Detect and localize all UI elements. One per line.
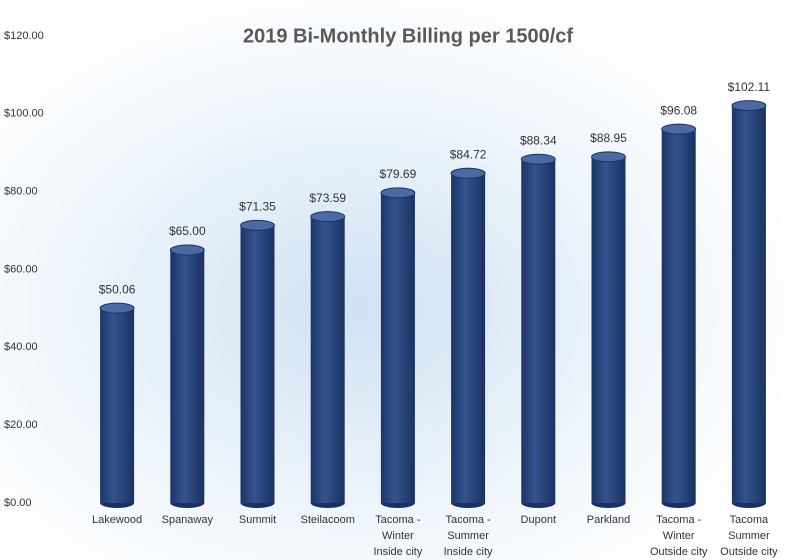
x-tick-label: Outside city [720,546,778,558]
bar-top [311,212,345,222]
x-tick-label: Summer [728,530,770,542]
x-tick-label: Inside city [444,546,493,558]
bar-top [100,303,134,313]
bar [732,106,766,503]
value-label: $79.69 [380,167,417,181]
bar-top [521,154,555,164]
x-tick-label: Tacoma - [445,514,491,526]
x-tick-label: Dupont [521,514,556,526]
x-tick-label: Summit [239,514,276,526]
y-tick-label: $120.00 [4,30,44,42]
y-tick-label: $80.00 [4,186,38,198]
chart: 2019 Bi-Monthly Billing per 1500/cf $0.0… [0,0,786,560]
bar-top [662,124,696,134]
x-tick-label: Steilacoom [300,514,354,526]
bar [592,157,626,503]
bar [381,193,415,503]
x-tick-label: Tacoma [730,514,769,526]
bar-top [381,188,415,198]
value-label: $73.59 [309,191,346,205]
value-label: $96.08 [660,103,697,117]
value-label: $65.00 [169,224,206,238]
bar [170,250,204,503]
bar [311,217,345,503]
bar [451,173,485,503]
y-tick-label: $100.00 [4,108,44,120]
value-label: $50.06 [99,282,136,296]
x-tick-label: Outside city [650,546,708,558]
bar-top [592,152,626,162]
x-tick-label: Winter [663,530,695,542]
x-tick-label: Inside city [373,546,422,558]
x-tick-label: Lakewood [92,514,142,526]
x-tick-label: Winter [382,530,414,542]
bar-top [170,245,204,255]
bar [241,225,275,503]
x-tick-label: Tacoma - [375,514,421,526]
bar-top [241,220,275,230]
y-tick-label: $20.00 [4,419,38,431]
x-tick-label: Summer [447,530,489,542]
y-tick-label: $40.00 [4,341,38,353]
bar [100,308,134,503]
value-label: $84.72 [450,147,487,161]
bar-top [732,101,766,111]
value-label: $102.11 [728,80,771,94]
x-tick-label: Spanaway [162,514,214,526]
bar [521,159,555,503]
y-tick-label: $0.00 [4,497,32,509]
value-label: $88.95 [590,131,627,145]
x-tick-label: Parkland [587,514,630,526]
x-tick-label: Tacoma - [656,514,702,526]
y-tick-label: $60.00 [4,263,38,275]
value-label: $71.35 [239,200,276,214]
chart-title: 2019 Bi-Monthly Billing per 1500/cf [243,25,573,47]
value-label: $88.34 [520,133,557,147]
bar [662,129,696,503]
bar-top [451,168,485,178]
